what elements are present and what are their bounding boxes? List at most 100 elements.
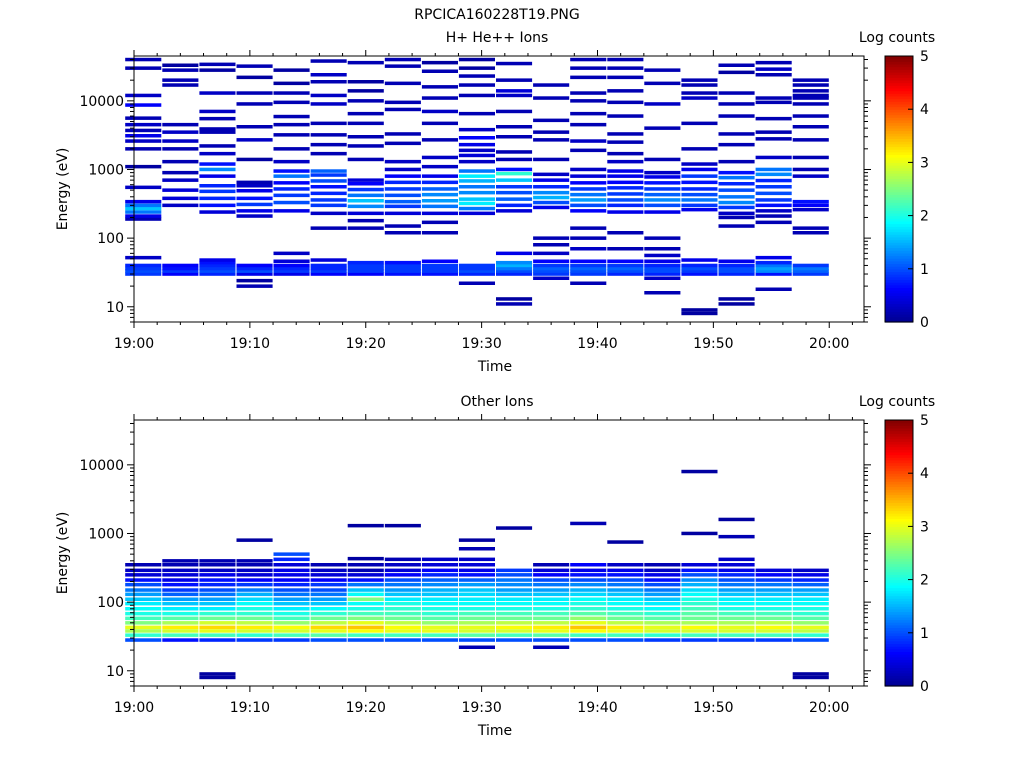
colorbar-swatch <box>885 451 913 456</box>
heatmap-cell <box>199 592 236 597</box>
heatmap-cell <box>570 568 607 573</box>
heatmap-cell <box>607 114 644 118</box>
heatmap-cell <box>199 638 236 642</box>
heatmap-cell <box>792 174 829 178</box>
heatmap-cell <box>199 597 236 601</box>
heatmap-cell <box>236 102 273 106</box>
heatmap-cell <box>718 297 755 301</box>
heatmap-cell <box>792 167 829 172</box>
heatmap-cell <box>458 625 495 630</box>
heatmap-cell <box>458 573 495 577</box>
heatmap-cell <box>681 266 718 271</box>
heatmap-cell <box>162 625 199 630</box>
heatmap-cell <box>755 638 792 642</box>
colorbar-swatch <box>885 56 913 60</box>
heatmap-cell <box>236 180 273 185</box>
heatmap-cell <box>496 526 533 530</box>
colorbar-tick-label: 1 <box>920 262 929 278</box>
heatmap-cell <box>570 625 607 630</box>
y-axis-label: Energy (eV) <box>55 512 71 595</box>
heatmap-cell <box>273 625 310 630</box>
heatmap-cell <box>607 625 644 630</box>
colorbar-swatch <box>885 199 913 203</box>
heatmap-cell <box>236 597 273 601</box>
heatmap-cell <box>607 263 644 268</box>
heatmap-cell <box>458 263 495 268</box>
colorbar-swatch <box>885 167 913 171</box>
y-axis-label: Energy (eV) <box>55 148 71 231</box>
heatmap-cell <box>607 592 644 597</box>
heatmap-cell <box>347 80 384 84</box>
colorbar-swatch <box>885 664 913 668</box>
colorbar-swatch <box>885 507 913 512</box>
heatmap-cell <box>273 573 310 577</box>
heatmap-cell <box>310 151 347 156</box>
heatmap-cell <box>533 611 570 616</box>
heatmap-cell <box>384 81 421 86</box>
heatmap-cell <box>458 557 495 562</box>
plot-frame <box>133 419 865 687</box>
heatmap-cell <box>607 638 644 642</box>
heatmap-cell <box>755 172 792 177</box>
heatmap-cell <box>718 205 755 210</box>
heatmap-cell <box>236 263 273 268</box>
heatmap-cell <box>496 78 533 82</box>
colorbar-swatch <box>885 319 913 323</box>
heatmap-cell <box>125 199 162 204</box>
heatmap-cell <box>458 563 495 567</box>
heatmap-cell <box>310 573 347 577</box>
heatmap-cell <box>421 204 458 209</box>
colorbar-swatch <box>885 563 913 567</box>
heatmap-cell <box>273 607 310 611</box>
plot-frame <box>133 55 865 323</box>
heatmap-cell <box>347 199 384 203</box>
heatmap-cell <box>384 224 421 228</box>
heatmap-cell <box>755 155 792 160</box>
heatmap-cell <box>125 563 162 567</box>
heatmap-cell <box>755 178 792 183</box>
heatmap-cell <box>125 203 162 208</box>
heatmap-cell <box>644 126 681 130</box>
heatmap-cell <box>681 174 718 178</box>
heatmap-cell <box>496 633 533 637</box>
heatmap-cell <box>792 607 829 611</box>
heatmap-cell <box>310 272 347 276</box>
colorbar-swatch <box>885 298 913 302</box>
heatmap-cell <box>310 568 347 573</box>
heatmap-cell <box>421 121 458 126</box>
colorbar-swatch <box>885 670 913 674</box>
heatmap-cell <box>384 204 421 209</box>
heatmap-cell <box>607 57 644 62</box>
heatmap-cell <box>125 629 162 633</box>
colorbar-swatch <box>885 146 913 150</box>
heatmap-cell <box>755 260 792 265</box>
heatmap-cell <box>310 258 347 262</box>
heatmap-cell <box>384 132 421 136</box>
heatmap-cell <box>644 203 681 208</box>
heatmap-cell <box>755 592 792 597</box>
heatmap-cell <box>533 96 570 100</box>
heatmap-cell <box>458 568 495 573</box>
heatmap-cell <box>644 81 681 86</box>
heatmap-cell <box>236 578 273 582</box>
heatmap-cell <box>162 573 199 577</box>
heatmap-cell <box>458 538 495 542</box>
heatmap-cell <box>718 224 755 228</box>
heatmap-cell <box>273 91 310 95</box>
heatmap-cell <box>236 64 273 68</box>
panel-h-he-ions: H+ He++ Ions 19:00 19:10 19:20 19:30 19:40 19… <box>55 30 935 375</box>
colorbar-swatch <box>885 98 913 102</box>
heatmap-cell <box>607 540 644 544</box>
heatmap-cell <box>718 625 755 630</box>
colorbar-swatch <box>885 624 913 629</box>
heatmap-cell <box>718 302 755 306</box>
heatmap-cell <box>792 597 829 601</box>
heatmap-cell <box>310 607 347 611</box>
y-tick-label: 100 <box>97 231 124 247</box>
heatmap-cell <box>347 629 384 633</box>
heatmap-cell <box>310 588 347 592</box>
x-tick-label: 19:10 <box>230 336 270 352</box>
heatmap-cell <box>162 147 199 151</box>
heatmap-cell <box>347 60 384 65</box>
heatmap-cell <box>570 111 607 116</box>
